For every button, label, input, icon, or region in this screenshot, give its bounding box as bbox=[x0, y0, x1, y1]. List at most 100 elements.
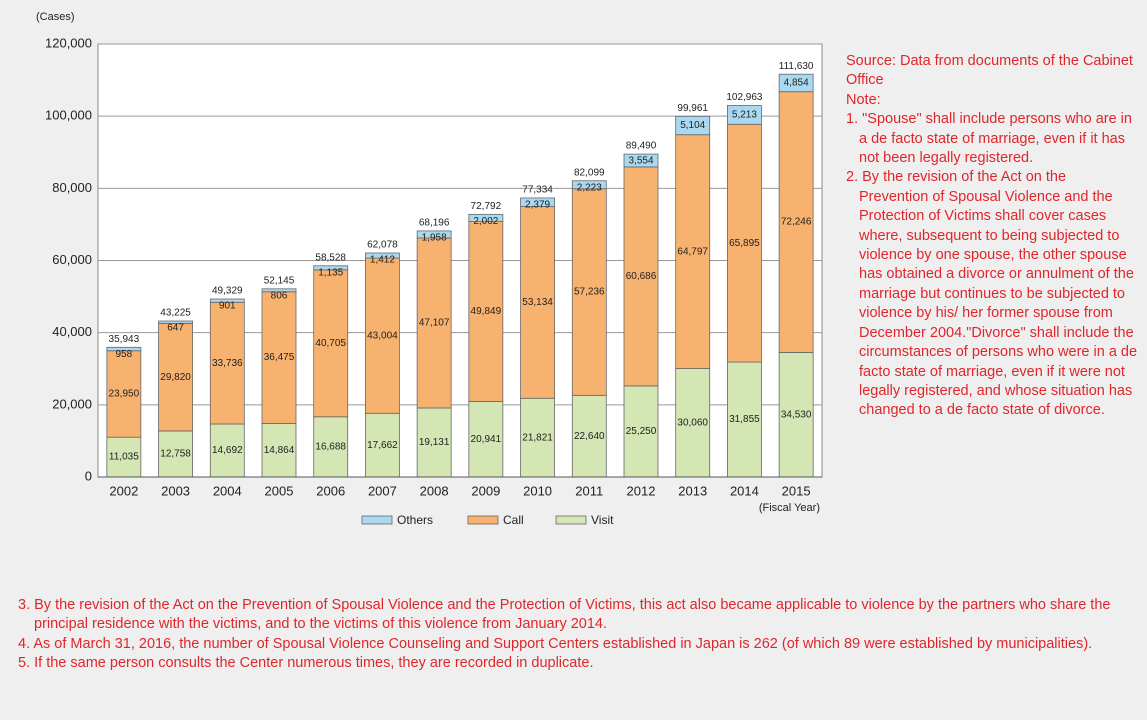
total-label: 99,961 bbox=[677, 103, 708, 114]
x-tick-label: 2011 bbox=[575, 483, 603, 498]
bar-segment bbox=[571, 394, 607, 478]
y-tick-label: 40,000 bbox=[52, 324, 92, 339]
note: 5. If the same person consults the Cente… bbox=[18, 655, 594, 672]
x-tick-label: 2005 bbox=[265, 483, 294, 498]
value-label: 2,223 bbox=[577, 182, 602, 193]
y-tick-label: 100,000 bbox=[45, 108, 92, 123]
total-label: 68,196 bbox=[419, 218, 450, 229]
value-label: 21,821 bbox=[522, 432, 553, 443]
y-tick-label: 80,000 bbox=[52, 180, 92, 195]
y-tick-label: 120,000 bbox=[45, 35, 92, 50]
bar-segment bbox=[778, 352, 814, 478]
value-label: 1,135 bbox=[318, 267, 343, 278]
bar-segment bbox=[261, 288, 297, 293]
legend-swatch bbox=[467, 515, 499, 525]
bar-segment bbox=[365, 252, 400, 259]
value-label: 43,004 bbox=[367, 330, 398, 341]
bar-segment bbox=[727, 361, 762, 478]
value-label: 3,554 bbox=[628, 156, 653, 167]
bar-segment bbox=[313, 265, 349, 271]
x-tick-label: 2012 bbox=[627, 483, 656, 498]
x-tick-label: 2013 bbox=[678, 483, 707, 498]
value-label: 65,895 bbox=[729, 238, 760, 249]
bar-segment bbox=[623, 153, 659, 168]
value-label: 31,855 bbox=[729, 414, 760, 425]
value-label: 1,412 bbox=[370, 255, 395, 266]
x-axis-label: (Fiscal Year) bbox=[759, 502, 820, 514]
source: Source: Data from documents of the Cabin… bbox=[846, 53, 1133, 89]
value-label: 49,849 bbox=[471, 306, 502, 317]
value-label: 806 bbox=[271, 290, 288, 301]
bar-segment bbox=[675, 368, 711, 478]
x-tick-label: 2014 bbox=[730, 483, 759, 498]
bar-segment bbox=[416, 237, 452, 409]
y-axis-label: (Cases) bbox=[36, 11, 75, 23]
value-label: 14,864 bbox=[264, 445, 295, 456]
bar-segment bbox=[313, 269, 349, 418]
value-label: 72,246 bbox=[781, 217, 812, 228]
value-label: 23,950 bbox=[109, 389, 140, 400]
note-heading: Note: bbox=[846, 91, 881, 108]
x-tick-label: 2007 bbox=[368, 483, 397, 498]
total-label: 62,078 bbox=[367, 240, 398, 251]
x-tick-label: 2015 bbox=[782, 483, 811, 498]
bar-segment bbox=[106, 350, 142, 438]
total-label: 102,963 bbox=[726, 92, 763, 103]
bar-segment bbox=[468, 221, 504, 402]
total-label: 43,225 bbox=[160, 308, 191, 319]
total-label: 89,490 bbox=[626, 141, 657, 152]
value-label: 5,104 bbox=[680, 120, 705, 131]
bar-segment bbox=[158, 320, 193, 324]
y-tick-label: 60,000 bbox=[52, 252, 92, 267]
value-label: 647 bbox=[167, 323, 184, 334]
total-label: 58,528 bbox=[315, 252, 346, 263]
value-label: 17,662 bbox=[367, 440, 398, 451]
bar-segment bbox=[623, 385, 659, 478]
legend-swatch bbox=[555, 515, 587, 525]
value-label: 1,958 bbox=[422, 233, 447, 244]
bar-segment bbox=[158, 322, 193, 432]
bar-segment bbox=[520, 206, 555, 399]
value-label: 47,107 bbox=[419, 318, 450, 329]
chart: (Cases) (Fiscal Year) 0 20,000 40,000 60,00… bbox=[36, 11, 823, 527]
value-label: 5,213 bbox=[732, 110, 757, 121]
total-label: 82,099 bbox=[574, 167, 605, 178]
x-tick-label: 2008 bbox=[420, 483, 449, 498]
bar-segment bbox=[520, 397, 555, 478]
bottom-notes: 3. By the revision of the Act on the Pre… bbox=[18, 596, 1128, 674]
note: 1. "Spouse" shall include persons who ar… bbox=[846, 111, 1132, 167]
total-label: 49,329 bbox=[212, 286, 243, 297]
bar-segment bbox=[520, 197, 555, 207]
note: 3. By the revision of the Act on the Pre… bbox=[18, 597, 1111, 633]
x-tick-label: 2009 bbox=[471, 483, 500, 498]
value-label: 64,797 bbox=[677, 246, 708, 257]
bar-segment bbox=[416, 230, 452, 239]
value-label: 20,941 bbox=[471, 434, 502, 445]
x-tick-label: 2006 bbox=[316, 483, 345, 498]
bar-segment bbox=[209, 298, 245, 303]
total-label: 111,630 bbox=[779, 61, 814, 72]
value-label: 29,820 bbox=[160, 372, 191, 383]
legend-label: Others bbox=[397, 513, 433, 527]
value-label: 901 bbox=[219, 301, 236, 312]
x-tick-label: 2004 bbox=[213, 483, 242, 498]
bar-segment bbox=[675, 134, 711, 369]
bar-segment bbox=[727, 105, 762, 125]
y-tick-label: 20,000 bbox=[52, 396, 92, 411]
value-label: 36,475 bbox=[264, 352, 295, 363]
total-label: 77,334 bbox=[522, 185, 553, 196]
value-label: 40,705 bbox=[315, 338, 346, 349]
value-label: 19,131 bbox=[419, 437, 450, 448]
value-label: 30,060 bbox=[677, 417, 708, 428]
bar-segment bbox=[778, 73, 814, 93]
side-notes: Source: Data from documents of the Cabin… bbox=[846, 52, 1138, 421]
total-label: 72,792 bbox=[471, 201, 502, 212]
bar-segment bbox=[158, 430, 193, 478]
value-label: 16,688 bbox=[315, 442, 346, 453]
bar-segment bbox=[571, 188, 607, 396]
value-label: 34,530 bbox=[781, 409, 812, 420]
bar-segment bbox=[675, 115, 711, 136]
bar-segment bbox=[778, 91, 814, 353]
note: 2. By the revision of the Act on the Pre… bbox=[846, 169, 1138, 419]
